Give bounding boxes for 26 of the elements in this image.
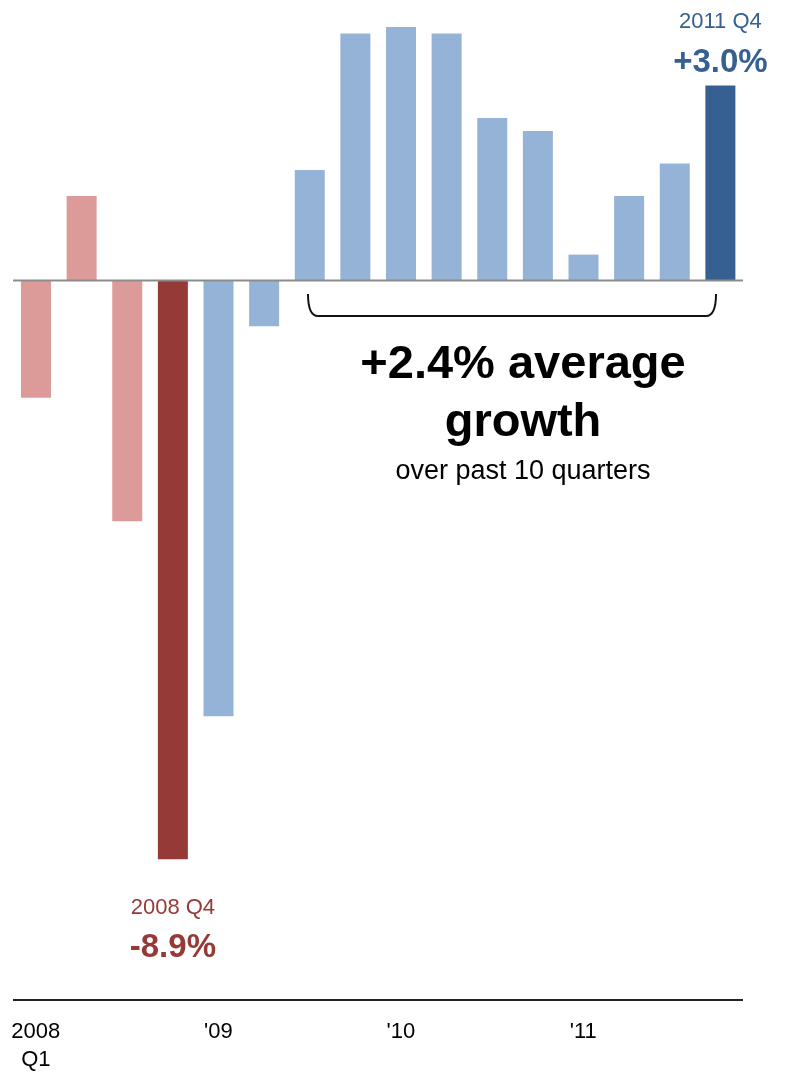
bar bbox=[386, 27, 416, 281]
bar bbox=[157, 280, 188, 860]
bar bbox=[249, 280, 280, 327]
x-tick-label: '10 bbox=[386, 1018, 416, 1043]
data-label: -8.9% bbox=[129, 927, 216, 965]
bar bbox=[659, 163, 690, 281]
annotation: +2.4% average growth bbox=[359, 334, 687, 448]
x-tick-label: '09 bbox=[203, 1018, 233, 1043]
bar bbox=[340, 33, 371, 281]
bar bbox=[294, 170, 325, 281]
bar bbox=[112, 280, 143, 522]
bar bbox=[522, 131, 553, 281]
bar bbox=[66, 196, 97, 281]
annotation: 2008 Q4 bbox=[130, 894, 216, 920]
bar bbox=[477, 118, 508, 281]
bar bbox=[203, 280, 234, 717]
annotation: 2011 Q4 bbox=[678, 7, 762, 33]
bar bbox=[614, 196, 645, 281]
data-label: +3.0% bbox=[673, 41, 768, 79]
bar bbox=[705, 85, 736, 281]
bar bbox=[21, 280, 51, 398]
bar bbox=[568, 254, 599, 281]
x-tick-label: '11 bbox=[569, 1018, 597, 1043]
bar bbox=[431, 33, 462, 281]
annotation: over past 10 quarters bbox=[394, 455, 652, 486]
x-tick-label: 2008 Q1 bbox=[11, 1018, 61, 1071]
